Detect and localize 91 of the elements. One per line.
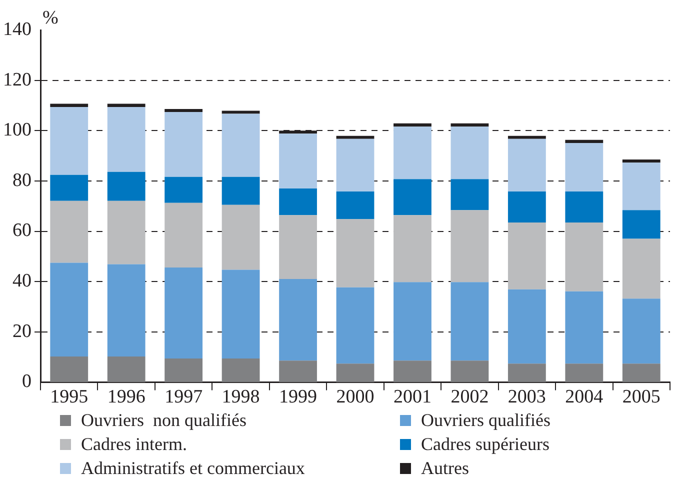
bar bbox=[622, 298, 660, 364]
bar bbox=[336, 136, 374, 139]
legend-label: Ouvriers qualifiés bbox=[421, 410, 550, 431]
bar bbox=[622, 364, 660, 382]
bar bbox=[107, 200, 146, 264]
y-axis-title: % bbox=[42, 7, 58, 28]
bar bbox=[394, 282, 432, 361]
y-tick-label: 80 bbox=[12, 170, 32, 191]
bar bbox=[336, 138, 374, 192]
bar bbox=[279, 188, 317, 216]
bar bbox=[107, 104, 146, 107]
bar bbox=[508, 289, 546, 364]
y-tick-label: 40 bbox=[12, 270, 32, 292]
bar bbox=[164, 202, 203, 268]
bar bbox=[164, 267, 203, 359]
bar bbox=[394, 215, 432, 282]
x-tick-label: 2003 bbox=[508, 386, 546, 408]
bar bbox=[394, 126, 432, 180]
x-tick-label: 2005 bbox=[622, 386, 660, 408]
bar bbox=[222, 114, 260, 177]
bar bbox=[450, 126, 489, 180]
x-tick-label: 2000 bbox=[336, 386, 374, 408]
x-tick-label: 2001 bbox=[393, 386, 432, 408]
bar bbox=[622, 162, 660, 210]
bar bbox=[508, 192, 546, 222]
bar bbox=[107, 264, 146, 357]
y-tick-label: 60 bbox=[12, 220, 32, 242]
bar bbox=[450, 282, 489, 361]
bar bbox=[622, 238, 660, 299]
bar bbox=[394, 179, 432, 216]
bar bbox=[50, 104, 88, 107]
bar bbox=[279, 360, 317, 382]
bar bbox=[50, 106, 88, 175]
bar bbox=[107, 106, 146, 172]
bar bbox=[508, 222, 546, 290]
x-tick-label: 1999 bbox=[279, 386, 318, 408]
y-tick-label: 120 bbox=[3, 69, 32, 90]
x-tick-label: 1997 bbox=[164, 386, 203, 408]
x-tick-label: 1998 bbox=[222, 386, 260, 408]
y-tick-label: 140 bbox=[3, 18, 32, 40]
bar bbox=[565, 291, 604, 364]
bar bbox=[164, 176, 203, 203]
bar bbox=[622, 160, 660, 163]
bar bbox=[50, 262, 88, 357]
bar bbox=[222, 204, 260, 270]
bar bbox=[222, 270, 260, 359]
bar bbox=[508, 138, 546, 192]
bar bbox=[336, 219, 374, 288]
bar bbox=[450, 179, 489, 210]
bar bbox=[565, 140, 604, 143]
bar bbox=[107, 172, 146, 201]
bar bbox=[565, 364, 604, 382]
bar bbox=[336, 287, 374, 364]
bar bbox=[222, 176, 260, 205]
bar bbox=[508, 136, 546, 139]
x-tick-label: 1995 bbox=[50, 386, 88, 408]
bar bbox=[279, 215, 317, 280]
legend-label: Cadres supérieurs bbox=[421, 434, 550, 455]
bar bbox=[450, 210, 489, 282]
bar bbox=[508, 364, 546, 382]
bar bbox=[394, 123, 432, 127]
bar bbox=[336, 364, 374, 382]
bar bbox=[50, 174, 88, 201]
x-tick-label: 2002 bbox=[450, 386, 489, 408]
legend-label: Administratifs et commerciaux bbox=[81, 458, 305, 479]
bar bbox=[394, 360, 432, 382]
bar bbox=[222, 358, 260, 382]
bar bbox=[450, 360, 489, 382]
y-tick-label: 20 bbox=[12, 320, 32, 342]
bar bbox=[50, 356, 88, 382]
x-tick-label: 1996 bbox=[107, 386, 146, 408]
bar bbox=[565, 142, 604, 192]
bar bbox=[222, 110, 260, 114]
bar bbox=[107, 356, 146, 382]
legend-label: Autres bbox=[421, 458, 469, 479]
bar bbox=[336, 192, 374, 220]
bar bbox=[622, 210, 660, 239]
bar bbox=[50, 200, 88, 263]
y-tick-label: 0 bbox=[22, 371, 32, 392]
bar bbox=[164, 358, 203, 382]
y-tick-label: 100 bbox=[3, 120, 32, 141]
bar bbox=[279, 134, 317, 188]
x-tick-label: 2004 bbox=[565, 386, 604, 408]
bar bbox=[279, 279, 317, 361]
legend-label: Ouvriers non qualifiés bbox=[81, 410, 246, 431]
bar bbox=[450, 123, 489, 127]
bar bbox=[565, 192, 604, 222]
bar bbox=[164, 112, 203, 177]
bar bbox=[164, 108, 203, 112]
bar bbox=[565, 222, 604, 292]
legend-label: Cadres interm. bbox=[81, 434, 187, 455]
